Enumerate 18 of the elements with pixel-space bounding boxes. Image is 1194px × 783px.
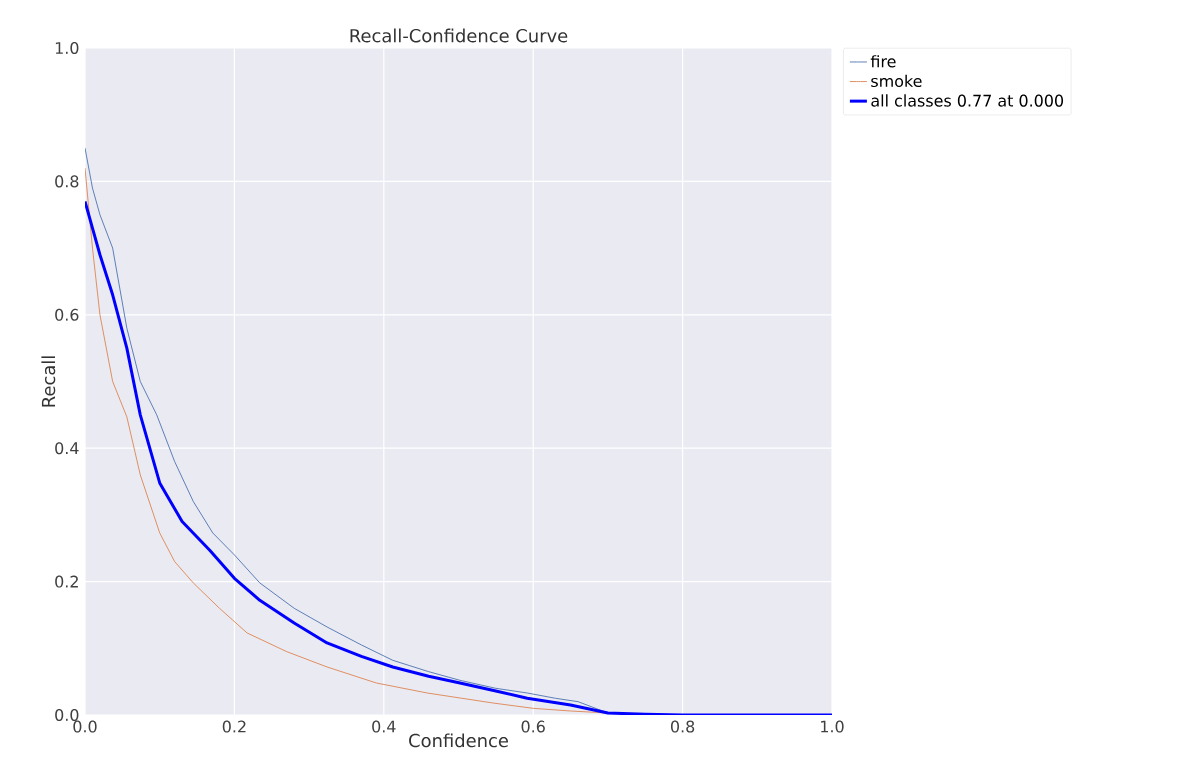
legend-label: smoke — [871, 74, 922, 88]
y-tick-label: 1.0 — [55, 41, 79, 55]
x-tick-label: 0.0 — [73, 720, 97, 733]
x-tick-label: 0.8 — [670, 720, 695, 733]
x-tick-label: 1.0 — [821, 720, 844, 733]
y-axis-title: Recall — [41, 356, 56, 407]
y-tick-label: 0.6 — [55, 308, 79, 321]
y-tick-label: 0.0 — [55, 708, 79, 722]
y-tick-label: 0.8 — [55, 175, 79, 188]
x-axis-title: Confidence — [409, 733, 508, 748]
chart-title: Recall-Confidence Curve — [350, 28, 568, 43]
legend-label: fire — [870, 55, 896, 68]
legend-label: all classes 0.77 at 0.000 — [871, 94, 1064, 107]
x-tick-label: 0.6 — [521, 720, 545, 733]
y-tick-label: 0.2 — [55, 575, 78, 588]
y-tick-label: 0.4 — [55, 442, 79, 455]
x-tick-label: 0.2 — [222, 720, 246, 733]
x-tick-label: 0.4 — [372, 720, 396, 733]
